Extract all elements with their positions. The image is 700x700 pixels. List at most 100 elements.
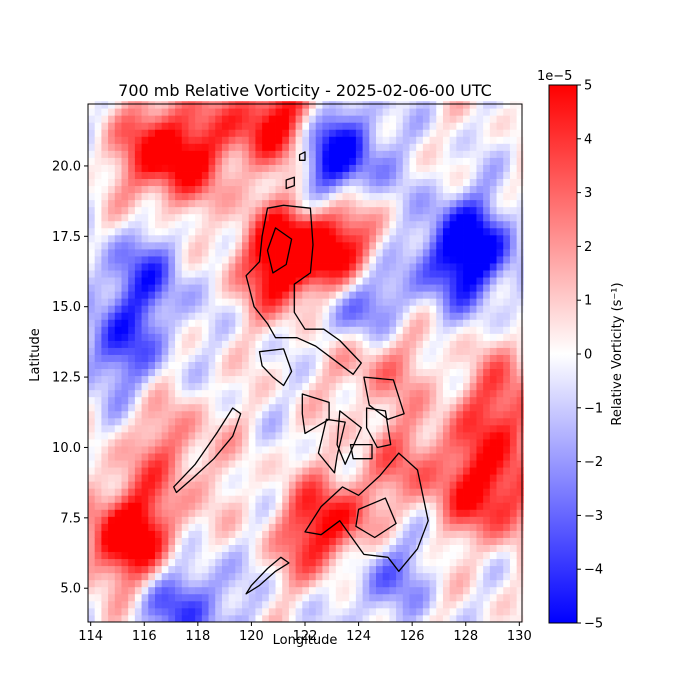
heatmap-cell: [496, 256, 504, 264]
heatmap-cell: [463, 544, 471, 553]
heatmap-cell: [429, 446, 437, 454]
heatmap-cell: [154, 305, 163, 313]
heatmap-cell: [288, 319, 297, 327]
heatmap-cell: [382, 551, 390, 560]
heatmap-cell: [396, 220, 404, 229]
heatmap-cell: [463, 354, 471, 362]
heatmap-cell: [496, 206, 504, 215]
heatmap-cell: [154, 481, 163, 489]
heatmap-cell: [134, 101, 142, 109]
heatmap-cell: [322, 312, 330, 320]
heatmap-cell: [134, 115, 142, 123]
heatmap-cell: [161, 424, 169, 433]
heatmap-cell: [114, 319, 122, 327]
heatmap-cell: [396, 143, 404, 151]
heatmap-cell: [262, 410, 270, 419]
heatmap-cell: [134, 241, 142, 250]
heatmap-cell: [369, 101, 377, 109]
heatmap-cell: [329, 305, 337, 313]
heatmap-cell: [121, 467, 129, 475]
heatmap-cell: [121, 192, 129, 201]
heatmap-cell: [342, 227, 350, 236]
heatmap-cell: [121, 516, 129, 524]
heatmap-cell: [469, 101, 477, 109]
heatmap-cell: [188, 572, 196, 581]
heatmap-cell: [382, 277, 390, 285]
heatmap-cell: [463, 537, 471, 545]
heatmap-cell: [282, 516, 290, 524]
heatmap-cell: [228, 368, 236, 377]
heatmap-cell: [429, 375, 437, 384]
heatmap-cell: [248, 108, 256, 116]
heatmap-cell: [141, 544, 149, 553]
heatmap-cell: [416, 396, 424, 405]
heatmap-cell: [389, 213, 397, 222]
heatmap-cell: [128, 382, 136, 391]
heatmap-cell: [141, 305, 149, 313]
heatmap-cell: [248, 171, 256, 180]
heatmap-cell: [309, 410, 317, 419]
heatmap-cell: [409, 467, 417, 475]
heatmap-cell: [282, 108, 290, 116]
heatmap-cell: [228, 417, 236, 426]
heatmap-cell: [128, 495, 136, 503]
heatmap-cell: [114, 424, 122, 433]
heatmap-cell: [262, 607, 270, 616]
heatmap-cell: [288, 263, 297, 271]
heatmap-cell: [402, 614, 410, 623]
heatmap-cell: [369, 389, 377, 398]
heatmap-cell: [429, 614, 437, 623]
heatmap-cell: [128, 396, 136, 405]
heatmap-cell: [242, 558, 250, 567]
heatmap-cell: [375, 417, 384, 426]
heatmap-cell: [114, 305, 122, 313]
heatmap-cell: [181, 178, 189, 187]
heatmap-cell: [309, 614, 317, 623]
heatmap-cell: [476, 375, 484, 384]
heatmap-cell: [161, 157, 169, 165]
heatmap-cell: [302, 178, 310, 187]
heatmap-cell: [148, 284, 156, 292]
heatmap-cell: [329, 474, 337, 482]
heatmap-cell: [362, 150, 370, 158]
heatmap-cell: [141, 312, 149, 320]
heatmap-cell: [349, 579, 357, 588]
heatmap-cell: [456, 122, 464, 130]
heatmap-cell: [436, 178, 444, 187]
heatmap-cell: [436, 474, 444, 482]
heatmap-cell: [268, 326, 276, 334]
heatmap-cell: [148, 122, 156, 130]
heatmap-cell: [349, 220, 357, 229]
heatmap-cell: [309, 488, 317, 496]
heatmap-cell: [476, 284, 484, 292]
heatmap-cell: [449, 396, 457, 405]
heatmap-cell: [509, 368, 518, 377]
heatmap-cell: [188, 256, 196, 264]
heatmap-cell: [442, 164, 451, 172]
heatmap-cell: [409, 558, 417, 567]
heatmap-cell: [168, 108, 176, 116]
heatmap-cell: [369, 565, 377, 574]
heatmap-cell: [422, 157, 430, 165]
heatmap-cell: [114, 157, 122, 165]
heatmap-cell: [181, 558, 189, 567]
heatmap-cell: [134, 227, 142, 236]
heatmap-cell: [195, 213, 203, 222]
heatmap-cell: [442, 424, 451, 433]
heatmap-cell: [248, 227, 256, 236]
heatmap-cell: [436, 565, 444, 574]
heatmap-cell: [442, 213, 451, 222]
heatmap-cell: [302, 431, 310, 440]
heatmap-cell: [375, 431, 384, 440]
heatmap-cell: [302, 495, 310, 503]
heatmap-cell: [195, 600, 203, 609]
heatmap-cell: [181, 502, 189, 510]
heatmap-cell: [469, 248, 477, 257]
heatmap-cell: [496, 551, 504, 560]
heatmap-cell: [309, 305, 317, 313]
heatmap-cell: [94, 136, 102, 144]
heatmap-cell: [469, 143, 477, 151]
heatmap-cell: [442, 199, 451, 208]
heatmap-cell: [322, 234, 330, 243]
heatmap-cell: [315, 361, 323, 370]
